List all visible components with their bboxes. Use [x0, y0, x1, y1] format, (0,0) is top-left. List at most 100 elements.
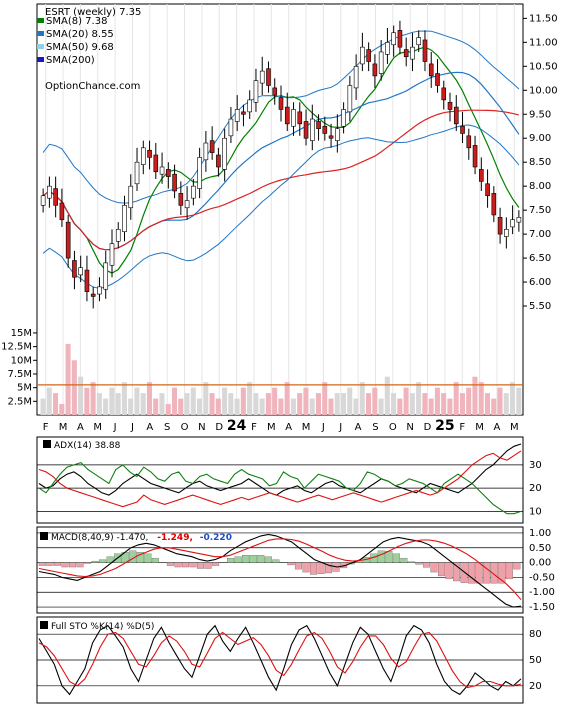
volume-bar — [240, 387, 246, 415]
volume-bar — [234, 398, 240, 415]
candle-body — [247, 99, 253, 113]
volume-bar — [328, 398, 334, 415]
macd-histogram-bar — [287, 562, 295, 566]
candle-body — [272, 87, 278, 96]
candle-body — [153, 154, 159, 173]
macd-histogram-bar — [483, 562, 491, 584]
legend-label: SMA(20) 8.55 — [46, 29, 114, 40]
volume-y-tick-label: 2.5M — [7, 396, 32, 407]
x-tick-label: O — [181, 422, 189, 433]
volume-bar — [59, 404, 65, 415]
price-y-tick-label: 7.00 — [529, 229, 551, 240]
price-y-tick-label: 7.50 — [529, 205, 551, 216]
price-y-tick-label: 9.00 — [529, 133, 551, 144]
x-tick-label: M — [510, 422, 519, 433]
volume-bar — [497, 387, 503, 415]
volume-bar — [278, 398, 284, 415]
legend-label: SMA(200) — [46, 55, 95, 66]
volume-bar — [309, 398, 315, 415]
volume-bar — [484, 393, 491, 415]
x-tick-label: J — [321, 422, 325, 433]
macd-histogram-bar — [302, 562, 310, 573]
legend: ESRT (weekly) 7.35 SMA(8) 7.38 SMA(20) 8.… — [37, 7, 141, 92]
candle-body — [278, 97, 284, 110]
candle-body — [472, 145, 478, 168]
candle-body — [197, 157, 202, 189]
volume-bar — [359, 382, 365, 415]
volume-bar — [322, 382, 328, 415]
volume-bar — [247, 382, 253, 415]
x-tick-label: A — [146, 422, 153, 433]
price-y-tick-label: 8.00 — [529, 181, 551, 192]
volume-bar — [265, 393, 271, 415]
volume-bar — [253, 393, 259, 415]
macd-histogram-bar — [272, 559, 280, 563]
macd-histogram-bar — [392, 553, 400, 563]
candle-body — [134, 161, 140, 185]
volume-bar — [459, 393, 465, 415]
candle-body — [103, 262, 109, 290]
volume-bar — [46, 387, 52, 415]
volume-bar — [441, 393, 447, 415]
x-tick-label: J — [338, 422, 342, 433]
x-tick-label: O — [389, 422, 397, 433]
volume-y-tick-label: 10M — [11, 355, 32, 366]
macd-histogram-bar — [513, 562, 521, 570]
price-panel: 11.50 11.00 10.50 10.00 9.50 9.00 8.50 8.00 7.50… — [1, 3, 558, 416]
candle-body — [228, 118, 234, 137]
candle-body — [140, 147, 146, 165]
volume-bar — [71, 360, 77, 415]
volume-bar — [259, 398, 265, 415]
adx-series-line — [38, 461, 522, 515]
macd-histogram-bar — [355, 561, 363, 563]
macd-histogram-bar — [91, 560, 99, 563]
macd-hist-label: -0.220 — [200, 533, 232, 543]
candle-body — [128, 185, 134, 209]
volume-bar — [340, 393, 347, 415]
macd-histogram-bar — [212, 562, 220, 566]
macd-histogram-bar — [84, 562, 92, 564]
volume-bar — [453, 382, 459, 415]
macd-histogram-bar — [38, 562, 46, 566]
macd-histogram-bar — [151, 557, 159, 563]
macd-histogram-bar — [385, 551, 393, 563]
volume-bar — [140, 393, 146, 415]
volume-bar — [184, 393, 190, 415]
macd-histogram-bar — [264, 556, 272, 563]
candle-body — [178, 193, 184, 206]
candle-body — [397, 30, 403, 48]
legend-swatch — [37, 31, 44, 36]
volume-y-tick-label: 7.5M — [7, 369, 32, 380]
volume-bar — [78, 376, 84, 415]
volume-bar — [165, 404, 171, 415]
panel-y-tick-label: -1.50 — [529, 602, 555, 613]
candle-body — [191, 185, 196, 199]
x-tick-label: D — [424, 422, 432, 433]
candle-body — [209, 140, 215, 153]
sto-title: Full STO %K(14) %D(5) — [51, 622, 154, 632]
macd-histogram-bar — [400, 557, 408, 563]
volume-bar — [491, 398, 497, 415]
panel-y-tick-label: 20 — [529, 681, 542, 692]
candle-body — [328, 135, 334, 139]
volume-bar — [447, 398, 453, 415]
panel-y-tick-label: 30 — [529, 460, 542, 471]
candle-body — [84, 269, 90, 292]
volume-bar — [472, 376, 478, 415]
x-tick-label: J — [130, 422, 134, 433]
volume-bar — [190, 387, 196, 415]
sma-line — [42, 109, 520, 251]
legend-label: SMA(8) 7.38 — [46, 16, 107, 27]
x-tick-label: N — [406, 422, 413, 433]
sto-y-axis: 80 50 20 — [529, 629, 542, 692]
candle-body — [341, 109, 346, 127]
candle-body — [159, 166, 165, 175]
macd-histogram-bar — [453, 562, 461, 582]
candle-body — [234, 109, 240, 122]
candle-body — [447, 101, 453, 110]
macd-histogram-bar — [106, 556, 114, 563]
macd-histogram-bar — [197, 562, 205, 569]
candle-body — [466, 135, 472, 149]
x-tick-label: M — [475, 422, 484, 433]
macd-histogram-bar — [422, 562, 430, 568]
